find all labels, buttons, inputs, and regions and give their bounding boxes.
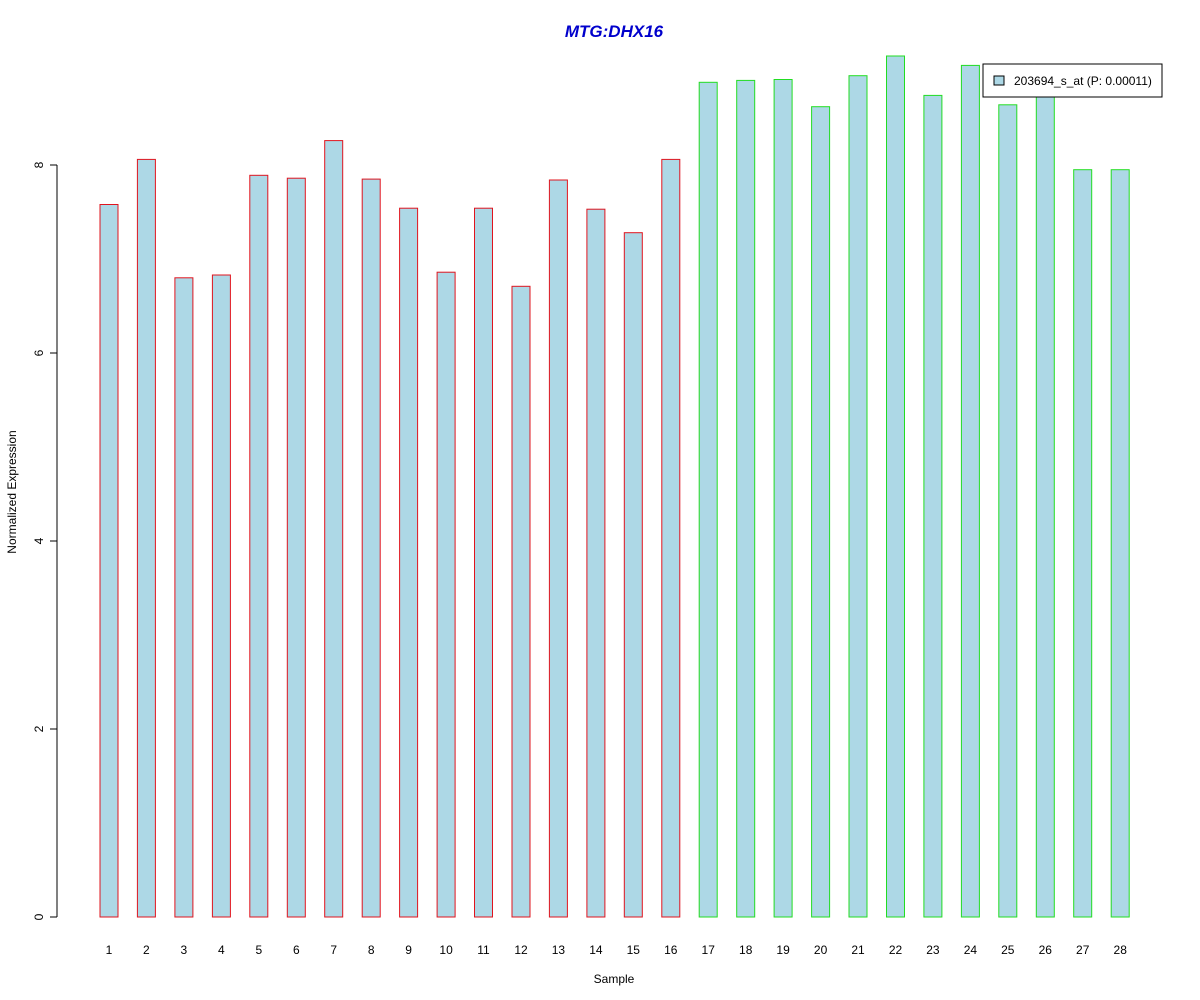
- x-tick-label: 28: [1114, 943, 1128, 957]
- bar-sample-4: [211, 274, 231, 918]
- x-tick-label: 8: [368, 943, 375, 957]
- x-tick-label: 22: [889, 943, 903, 957]
- x-tick-label: 2: [143, 943, 150, 957]
- bar-sample-18: [736, 79, 756, 918]
- x-tick-label: 11: [477, 943, 490, 957]
- x-tick-label: 20: [814, 943, 828, 957]
- bar-sample-26: [1035, 90, 1055, 918]
- bar-sample-9: [399, 207, 419, 918]
- x-tick-label: 7: [330, 943, 337, 957]
- bar-sample-25: [998, 104, 1018, 918]
- x-tick-label: 10: [439, 943, 453, 957]
- x-tick-labels: 1 2 3 4 5 6 7 8 9 10 11 12 13 14 15 16 17 18 19 20 21 22 23 24 2…: [106, 943, 1128, 957]
- x-tick-label: 4: [218, 943, 225, 957]
- bar-sample-8: [361, 178, 381, 918]
- x-tick-label: 24: [964, 943, 978, 957]
- x-tick-label: 19: [776, 943, 790, 957]
- y-tick-label: 8: [32, 161, 46, 168]
- y-tick-label: 4: [32, 537, 46, 544]
- bar-sample-1: [99, 204, 119, 918]
- legend-swatch: [993, 75, 1005, 86]
- bar-sample-5: [249, 174, 269, 918]
- bar-sample-28: [1110, 169, 1130, 918]
- x-tick-label: 25: [1001, 943, 1015, 957]
- x-tick-label: 6: [293, 943, 300, 957]
- x-tick-label: 23: [926, 943, 940, 957]
- bar-sample-21: [848, 75, 868, 918]
- legend-label: 203694_s_at (P: 0.00011): [1014, 74, 1152, 88]
- bar-sample-6: [286, 177, 306, 918]
- x-tick-label: 26: [1039, 943, 1053, 957]
- bar-sample-15: [623, 232, 643, 918]
- x-tick-label: 17: [702, 943, 716, 957]
- x-tick-label: 16: [664, 943, 678, 957]
- y-tick-label: 0: [32, 913, 46, 920]
- bar-sample-23: [923, 94, 943, 918]
- bar-sample-13: [548, 179, 568, 918]
- x-tick-label: 14: [589, 943, 603, 957]
- bar-sample-17: [698, 81, 718, 918]
- x-tick-label: 21: [851, 943, 865, 957]
- y-tick-label: 6: [32, 349, 46, 356]
- x-tick-label: 5: [255, 943, 262, 957]
- x-tick-label: 1: [106, 943, 113, 957]
- y-tick-label: 2: [32, 725, 46, 732]
- legend-box: [982, 63, 1163, 98]
- bar-sample-22: [886, 55, 905, 918]
- bar-sample-2: [136, 158, 156, 918]
- x-tick-label: 12: [514, 943, 528, 957]
- bar-sample-19: [773, 79, 793, 918]
- chart-title: MTG:DHX16: [565, 22, 664, 41]
- bar-sample-7: [324, 140, 344, 918]
- x-tick-label: 13: [552, 943, 566, 957]
- y-axis: 0 2 4 6 8: [32, 161, 58, 920]
- bar-sample-14: [586, 208, 606, 918]
- y-axis-label: Normalized Expression: [5, 430, 19, 553]
- bar-sample-20: [811, 106, 831, 918]
- bar-sample-11: [474, 207, 493, 918]
- bar-sample-27: [1073, 169, 1093, 918]
- bars: [99, 55, 1130, 918]
- legend: 203694_s_at (P: 0.00011): [982, 63, 1163, 98]
- x-tick-label: 3: [181, 943, 188, 957]
- bar-sample-10: [436, 271, 456, 918]
- x-tick-label: 27: [1076, 943, 1090, 957]
- bar-sample-16: [661, 158, 681, 918]
- x-tick-label: 18: [739, 943, 753, 957]
- x-axis-label: Sample: [594, 972, 635, 986]
- bar-sample-24: [960, 64, 980, 918]
- bar-sample-3: [174, 277, 194, 918]
- x-tick-label: 9: [405, 943, 412, 957]
- bar-sample-12: [511, 285, 531, 918]
- x-tick-label: 15: [627, 943, 641, 957]
